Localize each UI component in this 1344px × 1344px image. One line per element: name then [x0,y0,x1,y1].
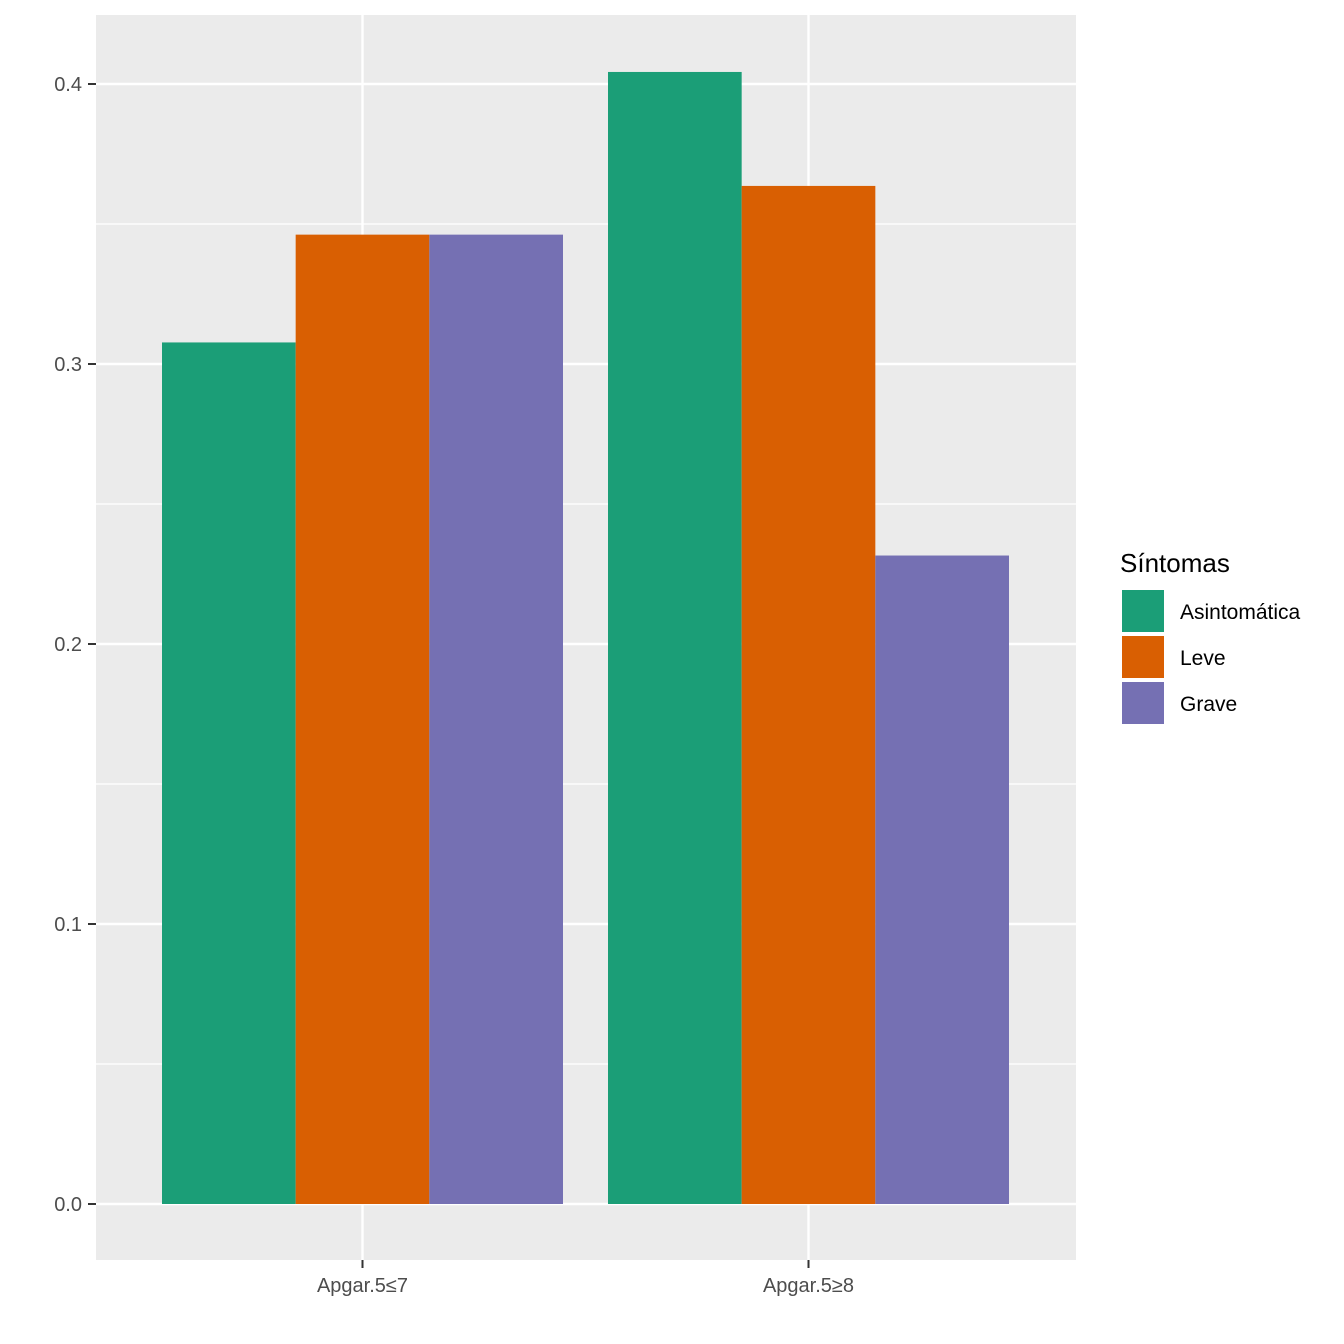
legend-label: Asintomática [1180,601,1301,624]
y-tick-label: 0.1 [54,914,82,936]
legend-label: Leve [1180,647,1226,670]
bar-grave-2 [875,555,1009,1204]
bar-asintom-tica-2 [608,71,742,1205]
legend-label: Grave [1180,693,1237,716]
y-tick-label: 0.3 [54,354,82,376]
legend-key [1120,588,1166,634]
bars [162,71,1009,1205]
y-axis: 0.0 0.1 0.2 0.3 0.4 [54,74,96,1216]
bar-leve-1 [295,234,430,1204]
y-tick-label: 0.2 [54,634,82,656]
y-tick-label: 0.4 [54,74,82,96]
legend: Síntomas Asintomática Leve Grave [1120,548,1301,726]
bar-grave-1 [429,234,563,1204]
y-tick-label: 0.0 [54,1194,82,1216]
x-axis: Apgar.5≤7 Apgar.5≥8 [317,1260,854,1297]
legend-key [1120,680,1166,726]
legend-key [1120,634,1166,680]
legend-title: Síntomas [1120,548,1230,578]
bar-asintom-tica-1 [162,342,296,1204]
x-tick-label: Apgar.5≤7 [317,1275,408,1297]
bar-leve-2 [741,185,876,1205]
x-tick-label: Apgar.5≥8 [763,1275,854,1297]
